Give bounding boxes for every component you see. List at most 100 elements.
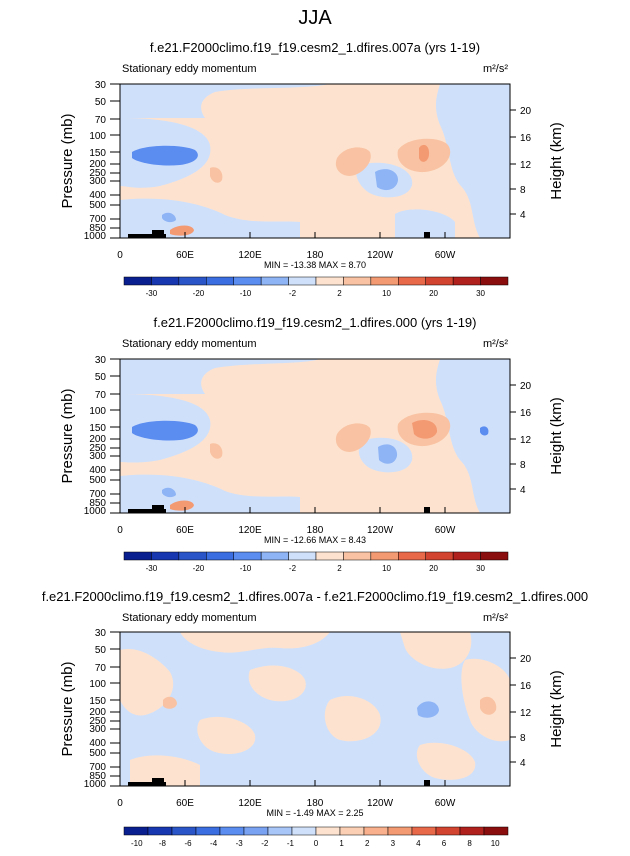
topography-block [128, 234, 166, 238]
colorbar-label: 10 [382, 289, 391, 298]
colorbar-swatch [123, 276, 152, 286]
colorbar-label: 6 [442, 839, 447, 848]
contour-orange1 [400, 632, 472, 669]
lon-tick: 180 [307, 250, 324, 261]
colorbar-swatch [370, 276, 399, 286]
contour-orange1 [324, 695, 381, 742]
colorbar-swatch [206, 276, 234, 286]
y-axis-label: Pressure (mb) [59, 113, 76, 208]
colorbar-swatch [398, 276, 426, 286]
colorbar-swatch [233, 551, 262, 561]
panel-units: m²/s² [483, 338, 508, 350]
contour-blue3 [132, 145, 198, 166]
height-tick: 16 [520, 133, 532, 144]
pressure-tick: 500 [89, 475, 106, 486]
colorbar-swatch [315, 276, 344, 286]
colorbar-swatch [147, 826, 173, 836]
pressure-tick: 70 [95, 663, 107, 674]
contour-orange1 [180, 632, 330, 653]
contour-blue2 [378, 444, 398, 464]
pressure-tick: 850 [89, 498, 106, 509]
contour-orange3 [170, 225, 194, 236]
pressure-tick: 850 [89, 771, 106, 782]
colorbar-swatch [480, 276, 509, 286]
lon-tick: 60E [176, 798, 194, 809]
x-axis: 0 60E 120E 180 120W 60W MIN = -13.38 MAX… [117, 232, 456, 270]
min-max-stats: MIN = -1.49 MAX = 2.25 [266, 808, 363, 818]
colorbar-label: 0 [314, 839, 319, 848]
pressure-ticks: 30 50 70 100 150 200 250 300 400 500 700… [84, 80, 107, 242]
pressure-tick: 850 [89, 223, 106, 234]
contour-blue2 [375, 169, 398, 191]
pressure-tick: 250 [89, 443, 106, 454]
colorbar-label: 4 [416, 839, 421, 848]
y-axis-right-label: Height (km) [548, 397, 565, 475]
pressure-tick: 500 [89, 200, 106, 211]
lon-tick: 120E [238, 798, 262, 809]
colorbar-label: -10 [240, 289, 252, 298]
lon-tick: 180 [307, 798, 324, 809]
colorbar-swatch [178, 551, 207, 561]
height-tick: 20 [520, 106, 532, 117]
colorbar-swatch [291, 826, 317, 836]
colorbar-swatch [219, 826, 245, 836]
panel-1: f.e21.F2000climo.f19_f19.cesm2_1.dfires.… [59, 40, 565, 298]
colorbar-label: 1 [339, 839, 344, 848]
y-axis-height: 20 16 12 8 4 Height (km) [510, 654, 565, 769]
colorbar-swatch [343, 551, 372, 561]
contour-blue1 [120, 198, 300, 238]
contour-orange1 [130, 755, 200, 786]
y-axis-pressure: Pressure (mb) 30 50 70 100 150 200 250 3… [59, 355, 120, 517]
colorbar-swatch [195, 826, 221, 836]
colorbar-swatch [459, 826, 485, 836]
pressure-tick: 30 [95, 628, 107, 639]
colorbar-label: 30 [476, 564, 485, 573]
y-axis-pressure: Pressure (mb) 30 50 70 100 150 200 250 3… [59, 628, 120, 790]
pressure-tick: 100 [89, 406, 106, 417]
pressure-tick: 50 [95, 97, 107, 108]
colorbar-swatch [452, 551, 481, 561]
colorbar-swatch [425, 551, 454, 561]
lon-tick: 180 [307, 525, 324, 536]
colorbar-label: 20 [429, 564, 438, 573]
contour-blue2 [417, 701, 439, 718]
colorbar-label: 10 [382, 564, 391, 573]
topography [128, 230, 430, 238]
y-axis-pressure: Pressure (mb) 30 50 70 100 150 200 250 3… [59, 80, 120, 242]
contour-blue1 [120, 474, 300, 513]
colorbar-swatch [483, 826, 509, 836]
colorbar-label: 2 [337, 289, 342, 298]
lon-tick: 0 [117, 798, 123, 809]
x-axis: 0 60E 120E 180 120W 60W MIN = -1.49 MAX … [117, 780, 456, 818]
topography-block [152, 505, 164, 513]
contour-orange2 [480, 696, 497, 715]
height-tick: 20 [520, 381, 532, 392]
y-axis-height: 20 16 12 8 4 Height (km) [510, 106, 565, 221]
plot-area [119, 83, 511, 239]
contour-blue1 [120, 359, 320, 394]
height-tick: 12 [520, 160, 532, 171]
pressure-tick: 100 [89, 679, 106, 690]
pressure-tick: 150 [89, 696, 106, 707]
panel-3: f.e21.F2000climo.f19_f19.cesm2_1.dfires.… [42, 589, 588, 848]
colorbar-swatch [315, 826, 341, 836]
topography-block [424, 232, 430, 238]
colorbar-label: -1 [287, 839, 295, 848]
topography [128, 505, 430, 513]
contour-orange2 [335, 423, 371, 452]
pressure-tick: 300 [89, 724, 106, 735]
contour-fills [120, 84, 510, 238]
topography-block [128, 782, 166, 786]
panel-subtitle: Stationary eddy momentum [122, 63, 257, 75]
colorbar-label: -10 [240, 564, 252, 573]
topography-block [152, 778, 164, 786]
colorbar-swatch [260, 276, 289, 286]
min-max-stats: MIN = -13.38 MAX = 8.70 [264, 260, 366, 270]
pressure-tick: 700 [89, 489, 106, 500]
panel-title: f.e21.F2000climo.f19_f19.cesm2_1.dfires.… [153, 315, 476, 330]
lon-tick: 60W [435, 525, 456, 536]
pressure-tick: 500 [89, 748, 106, 759]
contour-orange3 [170, 500, 194, 511]
pressure-tick: 1000 [84, 779, 107, 790]
topography [128, 778, 430, 786]
